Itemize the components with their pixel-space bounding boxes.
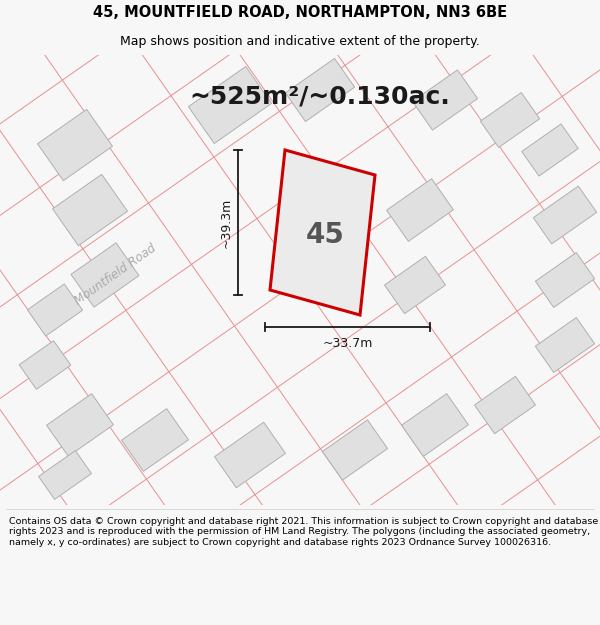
Polygon shape: [19, 341, 71, 389]
Polygon shape: [481, 92, 539, 148]
Polygon shape: [386, 179, 454, 241]
Polygon shape: [533, 186, 597, 244]
Polygon shape: [401, 394, 469, 456]
Polygon shape: [188, 66, 272, 144]
Polygon shape: [385, 256, 446, 314]
Text: ~39.3m: ~39.3m: [220, 198, 233, 248]
Polygon shape: [28, 284, 83, 336]
Polygon shape: [71, 243, 139, 307]
Polygon shape: [215, 422, 286, 488]
Polygon shape: [122, 409, 188, 471]
Text: Map shows position and indicative extent of the property.: Map shows position and indicative extent…: [120, 35, 480, 48]
Text: 45: 45: [305, 221, 344, 249]
Polygon shape: [286, 59, 355, 121]
Polygon shape: [412, 70, 478, 130]
Polygon shape: [475, 376, 536, 434]
Text: 45, MOUNTFIELD ROAD, NORTHAMPTON, NN3 6BE: 45, MOUNTFIELD ROAD, NORTHAMPTON, NN3 6B…: [93, 4, 507, 19]
Text: ~33.7m: ~33.7m: [322, 337, 373, 350]
Polygon shape: [53, 174, 127, 246]
Polygon shape: [38, 109, 112, 181]
Text: ~525m²/~0.130ac.: ~525m²/~0.130ac.: [190, 85, 451, 109]
Polygon shape: [38, 451, 91, 499]
Polygon shape: [535, 318, 595, 372]
Text: Contains OS data © Crown copyright and database right 2021. This information is : Contains OS data © Crown copyright and d…: [9, 517, 598, 547]
Polygon shape: [322, 420, 388, 480]
Polygon shape: [270, 150, 375, 315]
Text: Mountfield Road: Mountfield Road: [72, 242, 158, 308]
Polygon shape: [535, 253, 595, 308]
Polygon shape: [47, 394, 113, 456]
Polygon shape: [522, 124, 578, 176]
